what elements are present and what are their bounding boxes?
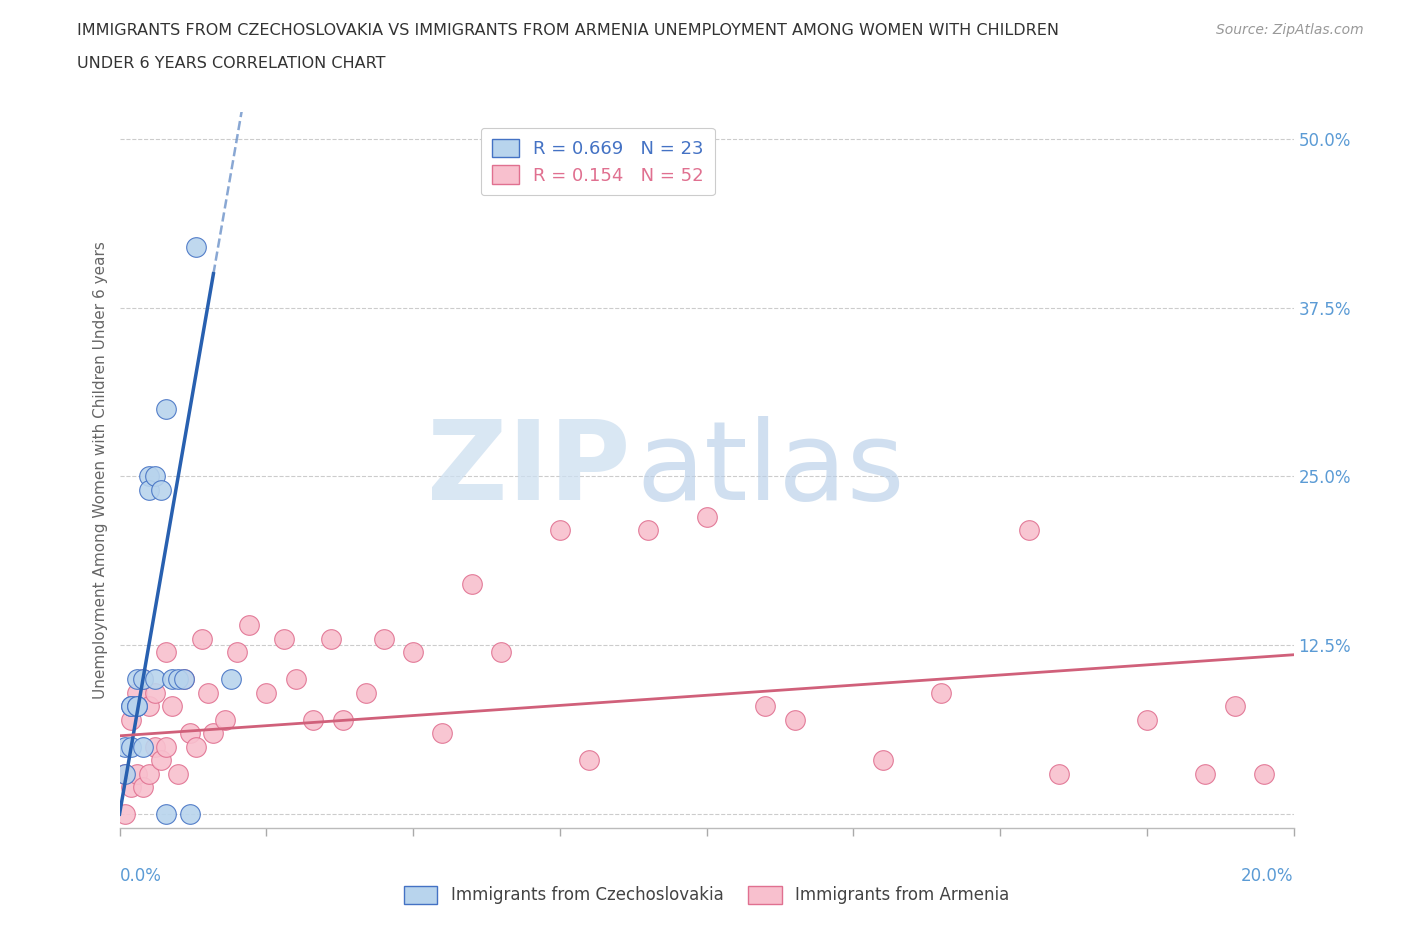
Text: Source: ZipAtlas.com: Source: ZipAtlas.com [1216, 23, 1364, 37]
Text: UNDER 6 YEARS CORRELATION CHART: UNDER 6 YEARS CORRELATION CHART [77, 56, 385, 71]
Point [120, 739, 142, 754]
Point [138, 469, 160, 484]
Point [284, 671, 307, 686]
Point [155, 806, 177, 821]
Point [1018, 523, 1040, 538]
Legend: Immigrants from Czechoslovakia, Immigrants from Armenia: Immigrants from Czechoslovakia, Immigran… [396, 879, 1017, 911]
Point [114, 806, 136, 821]
Point [214, 712, 236, 727]
Point [155, 644, 177, 659]
Text: atlas: atlas [636, 416, 904, 524]
Text: ZIP: ZIP [427, 416, 630, 524]
Point [132, 671, 155, 686]
Point [114, 766, 136, 781]
Text: 20.0%: 20.0% [1241, 867, 1294, 884]
Point [460, 577, 484, 591]
Y-axis label: Unemployment Among Women with Children Under 6 years: Unemployment Among Women with Children U… [93, 241, 108, 698]
Point [132, 779, 155, 794]
Point [931, 685, 953, 700]
Point [1253, 766, 1275, 781]
Point [127, 685, 149, 700]
Point [162, 671, 184, 686]
Point [143, 685, 166, 700]
Point [548, 523, 571, 538]
Point [132, 739, 155, 754]
Point [127, 671, 149, 686]
Point [197, 685, 219, 700]
Point [319, 631, 342, 646]
Point [402, 644, 425, 659]
Point [219, 671, 242, 686]
Point [167, 766, 190, 781]
Point [1194, 766, 1216, 781]
Point [138, 766, 160, 781]
Point [179, 725, 201, 740]
Point [120, 779, 142, 794]
Point [138, 483, 160, 498]
Text: IMMIGRANTS FROM CZECHOSLOVAKIA VS IMMIGRANTS FROM ARMENIA UNEMPLOYMENT AMONG WOM: IMMIGRANTS FROM CZECHOSLOVAKIA VS IMMIGR… [77, 23, 1059, 38]
Point [202, 725, 225, 740]
Point [254, 685, 277, 700]
Point [184, 239, 207, 254]
Point [132, 671, 155, 686]
Point [1047, 766, 1070, 781]
Point [432, 725, 454, 740]
Point [149, 752, 172, 767]
Point [783, 712, 806, 727]
Point [373, 631, 395, 646]
Point [120, 698, 142, 713]
Point [489, 644, 512, 659]
Point [696, 510, 718, 525]
Point [225, 644, 249, 659]
Point [143, 671, 166, 686]
Point [127, 698, 149, 713]
Text: 0.0%: 0.0% [120, 867, 162, 884]
Point [155, 402, 177, 417]
Point [127, 766, 149, 781]
Point [143, 469, 166, 484]
Point [1136, 712, 1159, 727]
Point [120, 698, 142, 713]
Point [143, 739, 166, 754]
Point [332, 712, 354, 727]
Point [754, 698, 776, 713]
Point [302, 712, 325, 727]
Point [138, 698, 160, 713]
Point [637, 523, 659, 538]
Point [1223, 698, 1246, 713]
Point [173, 671, 195, 686]
Point [184, 739, 207, 754]
Point [238, 618, 260, 632]
Point [127, 698, 149, 713]
Point [167, 671, 190, 686]
Point [173, 671, 195, 686]
Point [162, 698, 184, 713]
Point [155, 739, 177, 754]
Point [114, 739, 136, 754]
Point [179, 806, 201, 821]
Point [273, 631, 295, 646]
Point [354, 685, 377, 700]
Point [149, 483, 172, 498]
Point [190, 631, 212, 646]
Point [578, 752, 600, 767]
Point [872, 752, 894, 767]
Point [114, 766, 136, 781]
Point [120, 712, 142, 727]
